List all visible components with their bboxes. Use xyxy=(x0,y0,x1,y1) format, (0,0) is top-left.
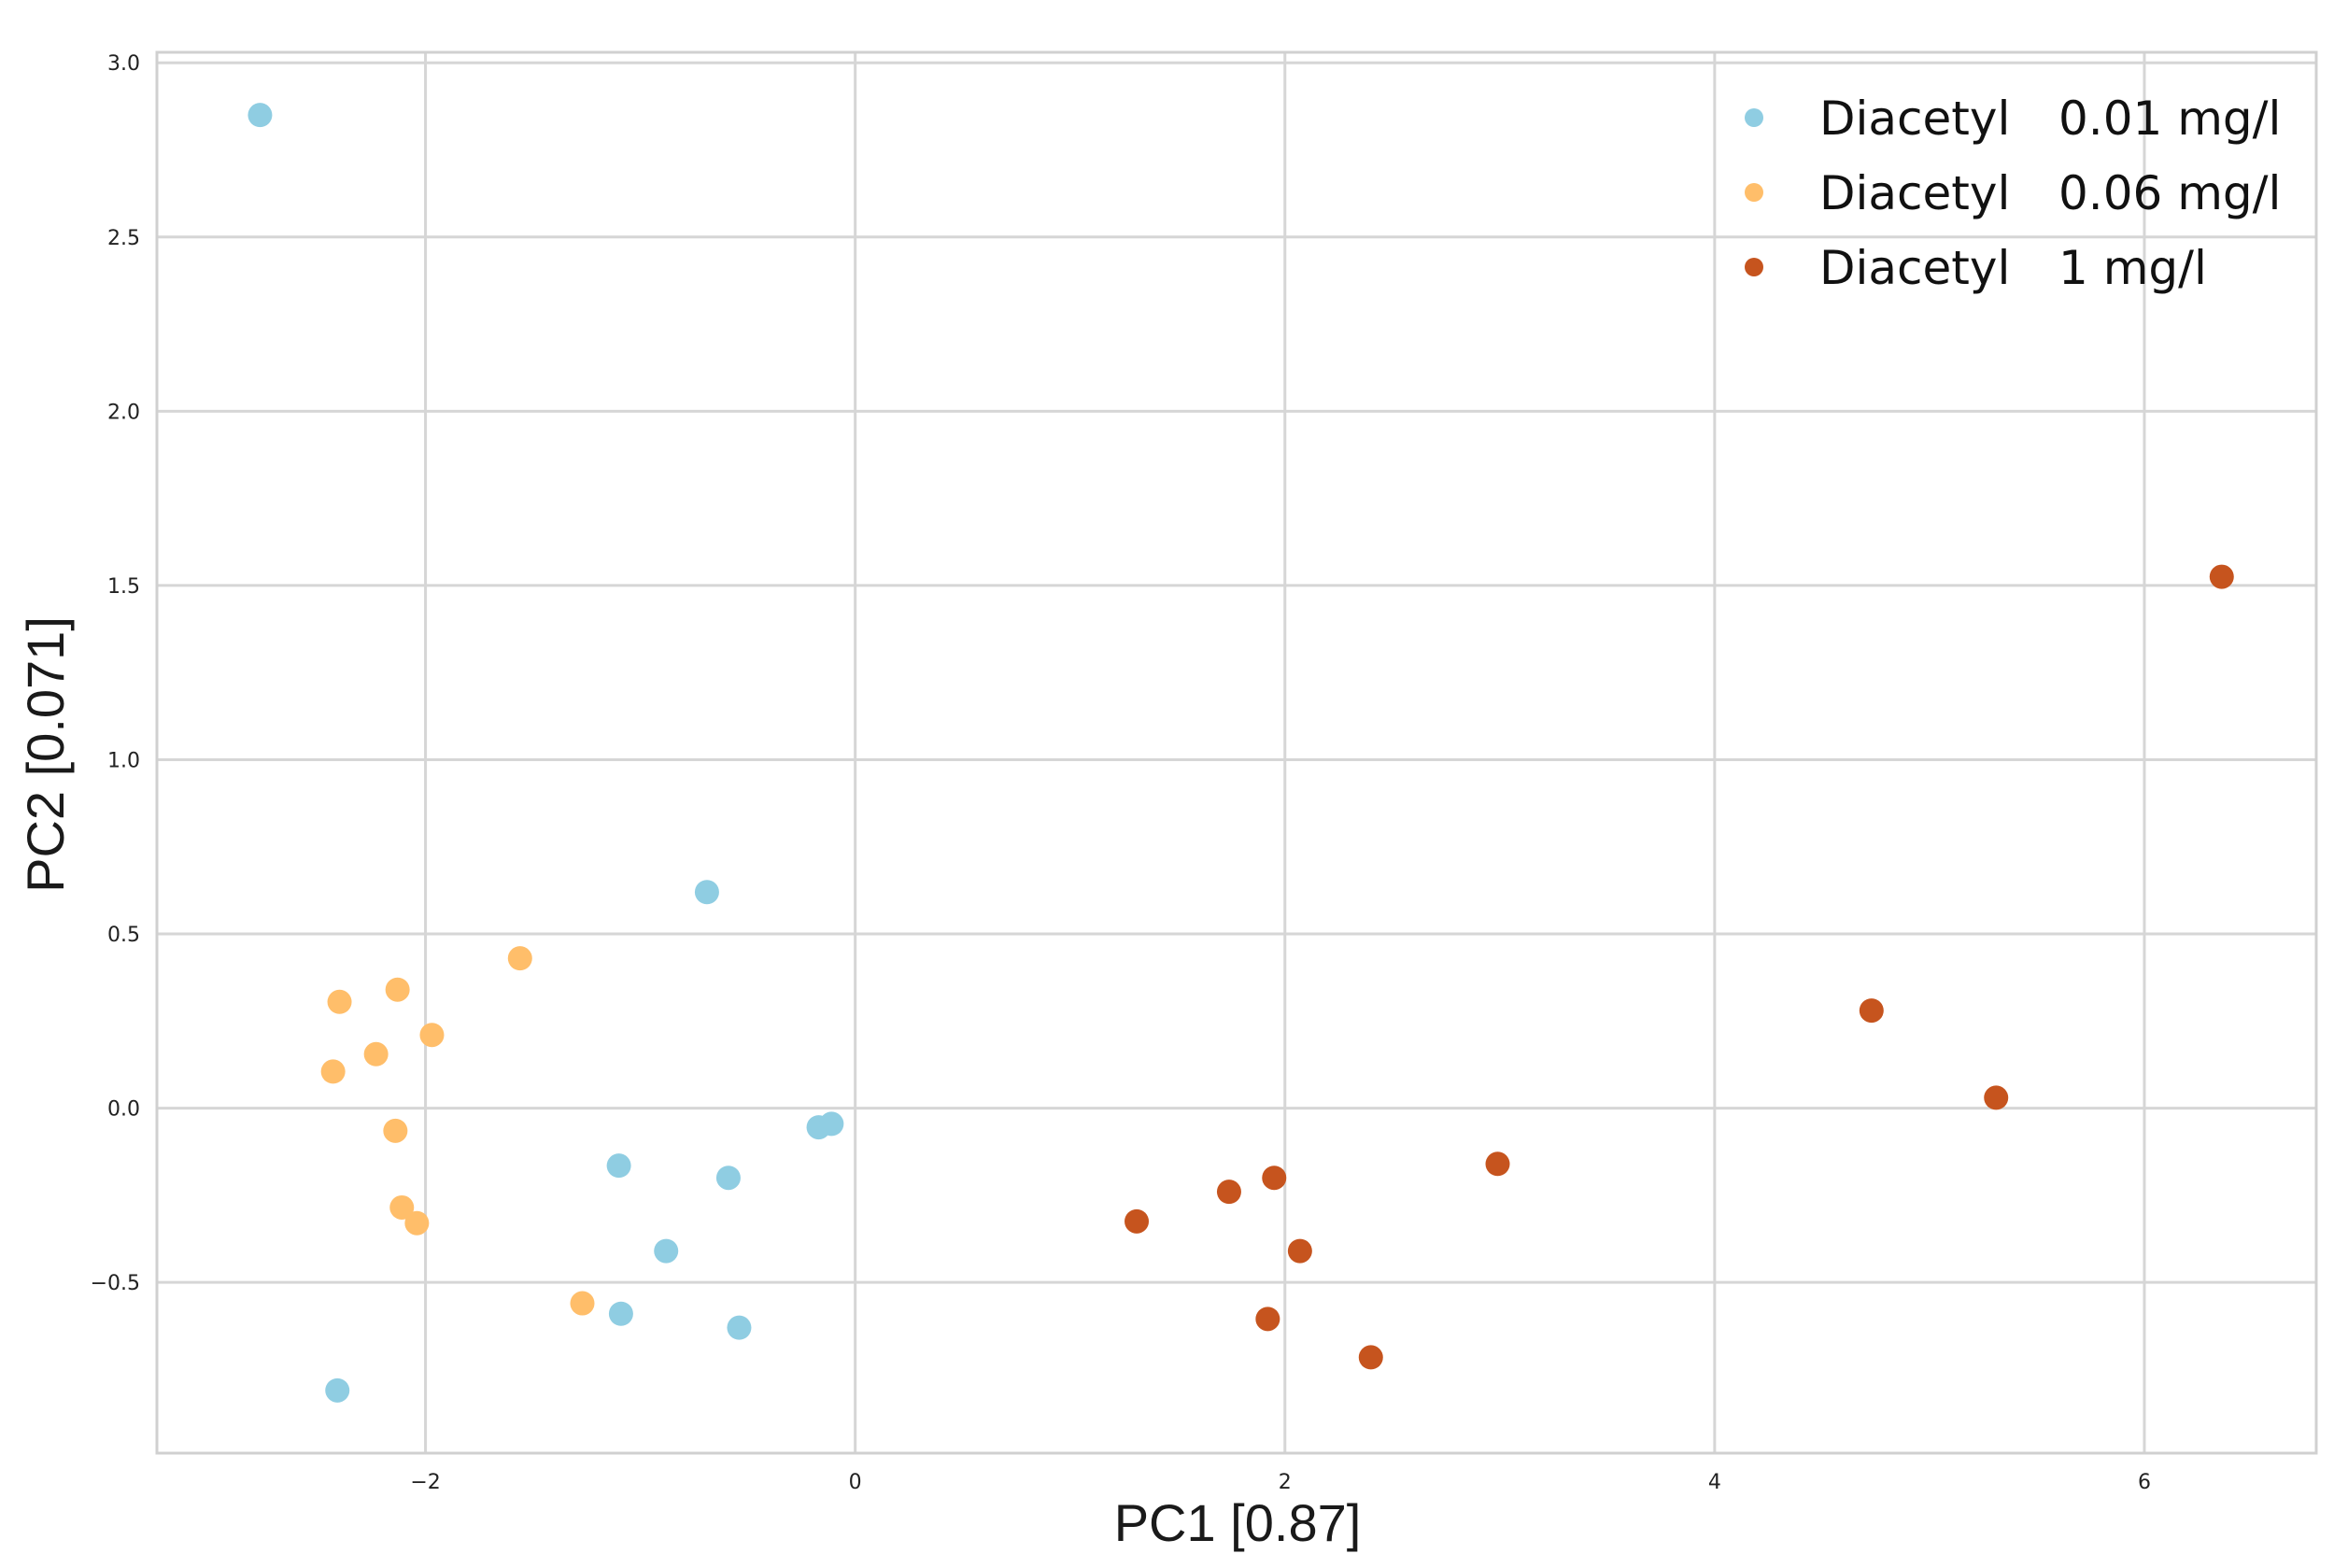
data-points xyxy=(248,103,2234,1403)
data-point-series-2 xyxy=(327,989,352,1014)
y-tick-label: 2.0 xyxy=(107,401,140,424)
legend: Diacetyl 0.01 mg/l Diacetyl 0.06 mg/l Diacet… xyxy=(1745,92,2281,295)
x-tick-label: 4 xyxy=(1708,1471,1721,1494)
data-point-series-2 xyxy=(389,1194,415,1220)
data-point-series-2 xyxy=(320,1059,346,1084)
data-point-series-1 xyxy=(248,103,273,128)
legend-series-name: Diacetyl xyxy=(1819,166,2010,220)
data-point-series-1 xyxy=(654,1238,679,1264)
y-tick-label: 0.5 xyxy=(107,924,140,947)
x-tick-label: 0 xyxy=(849,1471,862,1494)
data-point-series-2 xyxy=(507,946,532,971)
data-point-series-1 xyxy=(715,1165,741,1191)
legend-marker xyxy=(1745,258,1763,276)
data-point-series-3 xyxy=(1358,1345,1383,1370)
legend-series-concentration: 0.06 mg/l xyxy=(2058,166,2281,220)
x-tick-label: 2 xyxy=(1279,1471,1292,1494)
y-tick-label: 1.0 xyxy=(107,749,140,772)
data-point-series-2 xyxy=(363,1041,389,1067)
x-tick-label: 6 xyxy=(2138,1471,2151,1494)
legend-marker xyxy=(1745,108,1763,127)
data-point-series-3 xyxy=(1984,1085,2009,1110)
plot-frame xyxy=(155,50,2318,1455)
data-point-series-1 xyxy=(606,1153,631,1179)
data-point-series-3 xyxy=(1125,1208,1150,1234)
y-tick-label: 3.0 xyxy=(107,52,140,76)
y-tick-label: −0.5 xyxy=(91,1272,140,1295)
legend-series-name: Diacetyl xyxy=(1819,241,2010,295)
y-tick-label: 2.5 xyxy=(107,227,140,250)
grid-layer xyxy=(157,52,2316,1453)
y-axis-title: PC2 [0.071] xyxy=(16,616,75,893)
data-point-series-3 xyxy=(1216,1180,1241,1205)
data-point-series-3 xyxy=(1287,1238,1312,1264)
x-tick-label: −2 xyxy=(410,1471,440,1494)
data-point-series-2 xyxy=(404,1210,430,1236)
data-point-series-2 xyxy=(419,1023,445,1048)
data-point-series-1 xyxy=(325,1377,350,1403)
data-point-series-3 xyxy=(1485,1151,1510,1177)
data-point-series-3 xyxy=(1859,998,1884,1024)
y-tick-label: 1.5 xyxy=(107,575,140,599)
legend-marker xyxy=(1745,183,1763,202)
data-point-series-3 xyxy=(2209,564,2234,589)
tick-labels: −2 0 2 4 6 −0.5 0.0 0.5 1.0 1.5 2.0 2.5 3.0 xyxy=(91,52,2151,1494)
data-point-series-1 xyxy=(819,1111,844,1137)
data-point-series-2 xyxy=(383,1118,408,1143)
data-point-series-1 xyxy=(727,1315,752,1340)
data-point-series-2 xyxy=(570,1291,595,1316)
legend-series-name: Diacetyl xyxy=(1819,92,2010,146)
x-axis-title: PC1 [0.87] xyxy=(1114,1493,1362,1552)
legend-series-concentration: 1 mg/l xyxy=(2058,241,2207,295)
data-point-series-2 xyxy=(385,977,410,1002)
data-point-series-1 xyxy=(608,1301,633,1326)
data-point-series-3 xyxy=(1255,1307,1280,1332)
legend-series-concentration: 0.01 mg/l xyxy=(2058,92,2281,146)
data-point-series-1 xyxy=(694,880,719,905)
data-point-series-3 xyxy=(1262,1165,1287,1191)
y-tick-label: 0.0 xyxy=(107,1098,140,1122)
